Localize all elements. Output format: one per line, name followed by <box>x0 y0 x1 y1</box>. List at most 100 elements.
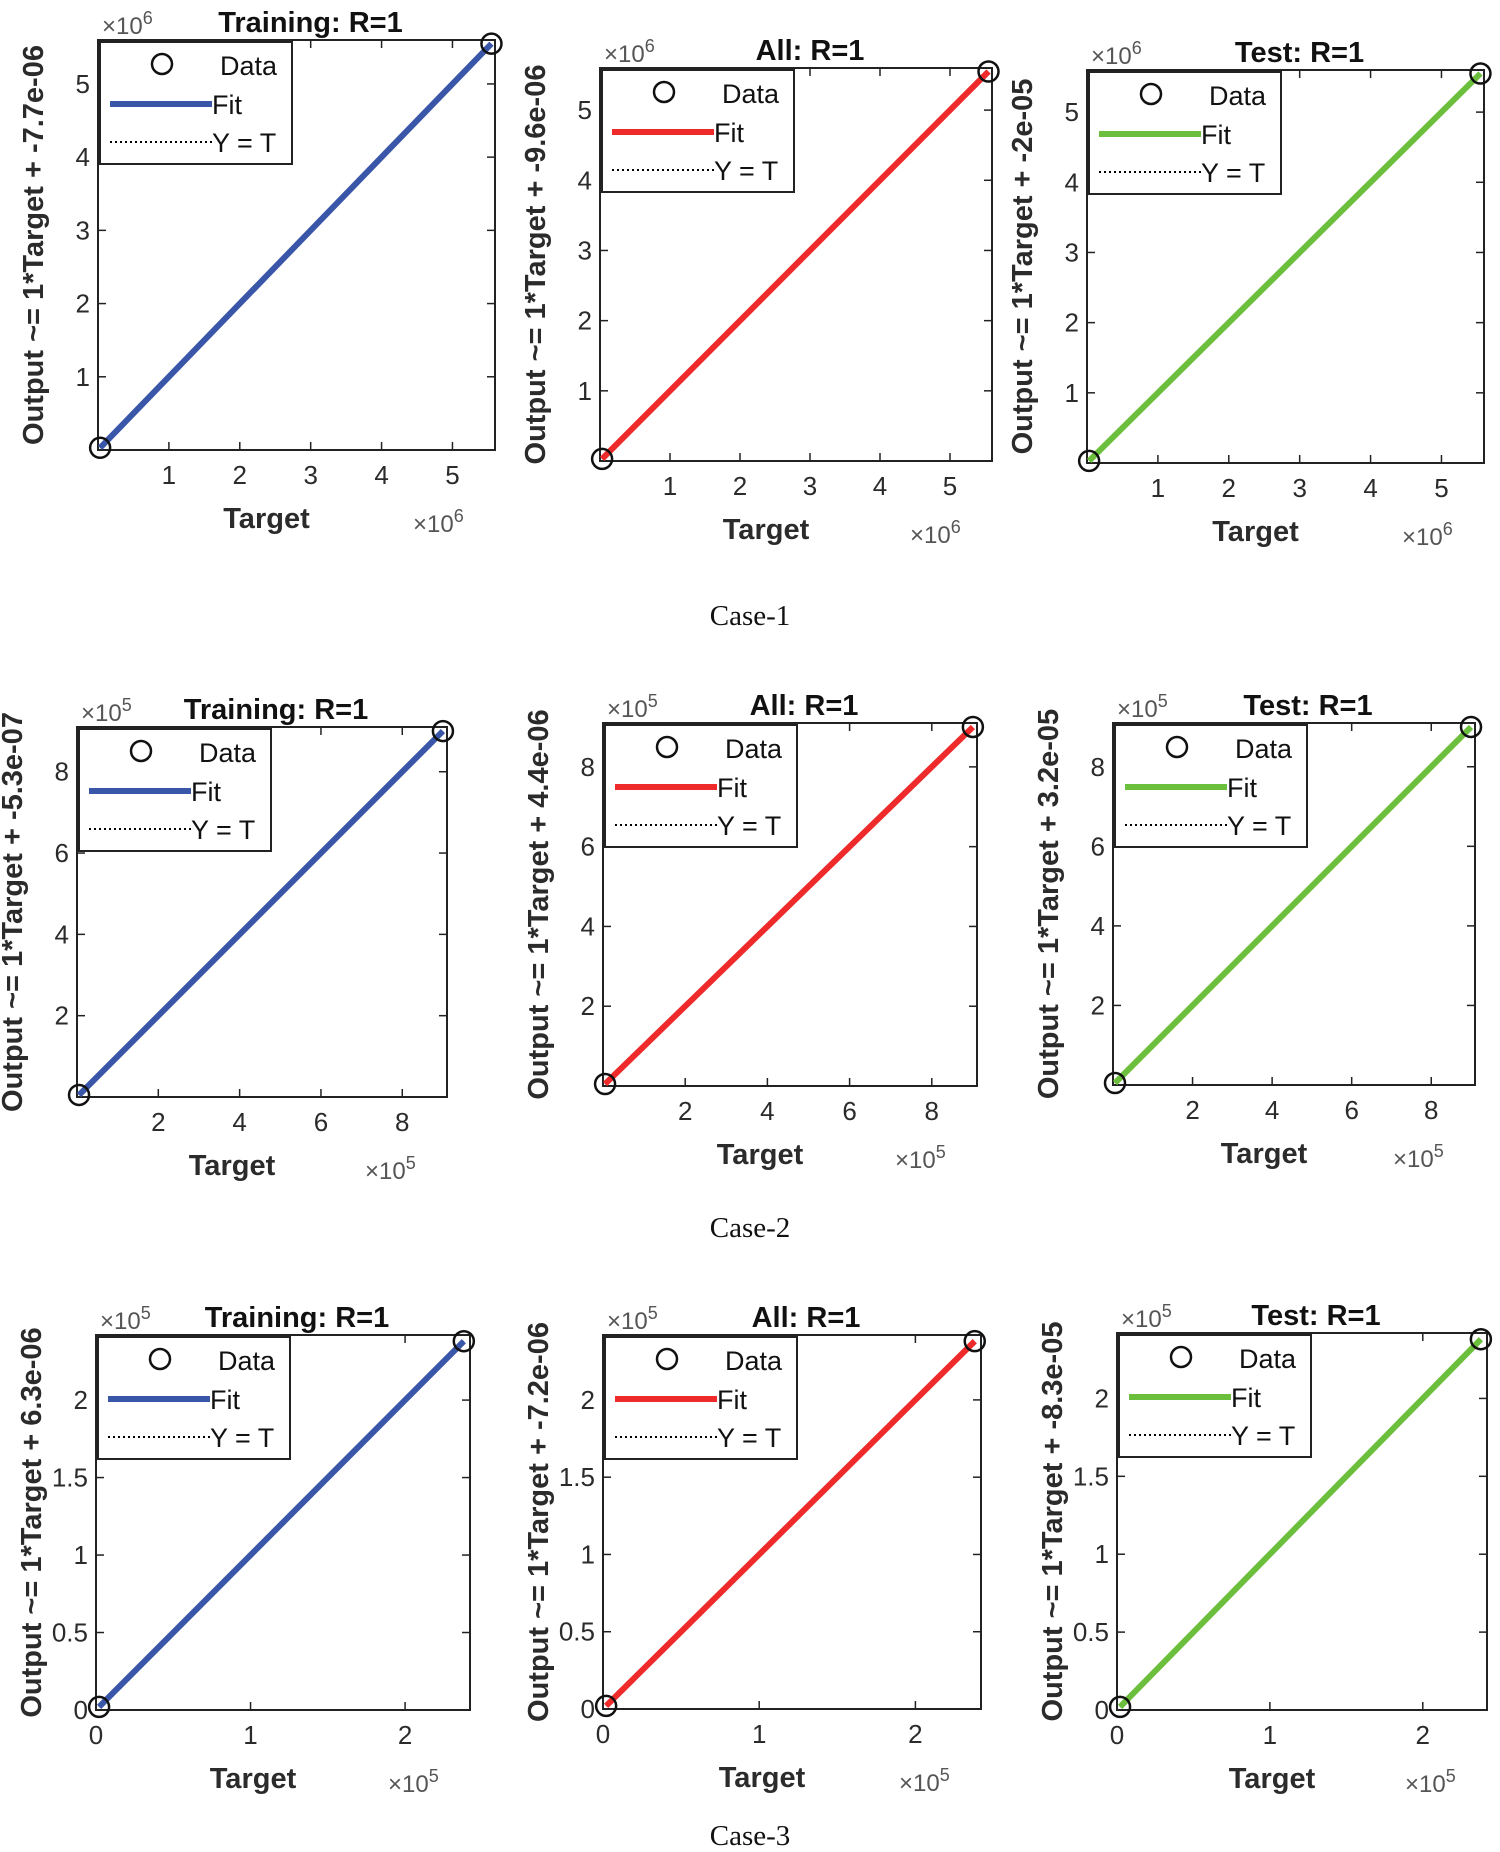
x-axis-label: Target <box>223 503 310 535</box>
legend-label-fit: Fit <box>717 773 747 803</box>
x-tick-label: 1 <box>162 460 176 490</box>
x-tick-label: 2 <box>908 1719 922 1749</box>
y-axis-label: Output ~= 1*Target + -5.3e-07 <box>0 712 29 1112</box>
y-tick-label: 1 <box>74 1540 88 1570</box>
chart-panel-8: 0 1 2 0 0.5 1 1.5 2 ×105 ×105 All: R=1 Target Output… <box>523 1302 987 1797</box>
x-tick-label: 8 <box>395 1107 409 1137</box>
chart-panel-2: 1 2 3 4 5 1 2 3 4 5 ×106 ×106 All: R=1 Target Output ~… <box>520 35 1000 549</box>
legend-label-data: Data <box>220 51 278 81</box>
y-tick-label: 3 <box>76 215 90 245</box>
data-point <box>1459 715 1483 739</box>
legend-label-data: Data <box>1239 1344 1297 1374</box>
legend-data-marker <box>1165 735 1189 759</box>
x-axis-label: Target <box>1212 516 1299 548</box>
fit-line <box>97 41 494 450</box>
x-tick-label: 5 <box>445 460 459 490</box>
x-tick-label: 6 <box>314 1107 328 1137</box>
y-axis-label: Output ~= 1*Target + -9.6e-06 <box>520 65 552 465</box>
legend-label-y-equals-t: Y = T <box>1227 811 1291 841</box>
y-tick-label: 3 <box>1065 237 1079 267</box>
data-point <box>1108 1695 1132 1719</box>
chart-panel-9: 0 1 2 0 0.5 1 1.5 2 ×105 ×105 Test: R=1 Target Outpu… <box>1037 1300 1493 1798</box>
x-axis-multiplier: ×105 <box>895 1142 946 1174</box>
data-point <box>1469 62 1492 85</box>
legend-data-marker <box>148 1347 172 1371</box>
x-tick-label: 1 <box>752 1719 766 1749</box>
y-tick-label: 2 <box>578 306 592 336</box>
y-axis-multiplier: ×105 <box>100 1303 151 1335</box>
y-axis-label: Output ~= 1*Target + -8.3e-05 <box>1037 1322 1069 1722</box>
y-tick-label: 8 <box>1091 752 1105 782</box>
y-axis-multiplier: ×105 <box>607 691 658 723</box>
y-axis-multiplier: ×105 <box>1117 691 1168 723</box>
panels-group: 1 2 3 4 5 1 2 3 4 5 ×106 ×106 Training: R=1 Target Out… <box>0 7 1493 1798</box>
x-tick-label: 1 <box>1151 473 1165 503</box>
y-tick-label: 2 <box>581 1385 595 1415</box>
x-axis-multiplier: ×105 <box>899 1765 950 1797</box>
legend-label-y-equals-t: Y = T <box>717 811 781 841</box>
caption-case-1: Case-1 <box>710 600 791 632</box>
x-tick-label: 2 <box>233 460 247 490</box>
chart-panel-1: 1 2 3 4 5 1 2 3 4 5 ×106 ×106 Training: R=1 Target Out… <box>18 7 503 538</box>
y-tick-label: 5 <box>1065 97 1079 127</box>
y-tick-label: 2 <box>1095 1383 1109 1413</box>
fit-line <box>599 69 991 462</box>
x-tick-label: 6 <box>1344 1095 1358 1125</box>
x-tick-label: 3 <box>303 460 317 490</box>
x-axis-label: Target <box>1221 1138 1308 1170</box>
x-tick-label: 2 <box>151 1107 165 1137</box>
chart-panel-7: 0 1 2 0 0.5 1 1.5 2 ×105 ×105 Training: R=1 Target O… <box>16 1302 476 1798</box>
legend-data-marker <box>655 735 679 759</box>
x-tick-label: 4 <box>232 1107 246 1137</box>
legend-data-marker <box>129 739 153 763</box>
y-tick-label: 2 <box>55 1001 69 1031</box>
legend-label-data: Data <box>199 738 257 768</box>
legend: Data Fit Y = T <box>97 1336 291 1460</box>
y-tick-label: 1 <box>1095 1539 1109 1569</box>
x-tick-label: 0 <box>1110 1720 1124 1750</box>
y-tick-label: 4 <box>55 919 69 949</box>
y-axis-label: Output ~= 1*Target + -2e-05 <box>1007 79 1039 455</box>
x-tick-label: 4 <box>374 460 388 490</box>
legend-data-marker <box>1169 1345 1193 1369</box>
legend-label-y-equals-t: Y = T <box>1231 1421 1295 1451</box>
data-point <box>590 447 614 471</box>
data-point <box>88 436 112 460</box>
legend-label-data: Data <box>725 734 783 764</box>
chart-title: All: R=1 <box>752 1302 861 1334</box>
x-tick-label: 8 <box>1424 1095 1438 1125</box>
legend-data-marker <box>1139 82 1163 106</box>
y-tick-label: 8 <box>55 757 69 787</box>
legend-label-data: Data <box>1235 734 1293 764</box>
x-tick-label: 1 <box>1263 1720 1277 1750</box>
x-axis-multiplier: ×105 <box>388 1766 439 1798</box>
data-point <box>1077 449 1101 473</box>
x-axis-label: Target <box>717 1139 804 1171</box>
data-point <box>87 1695 111 1719</box>
x-tick-label: 3 <box>803 471 817 501</box>
legend-label-y-equals-t: Y = T <box>210 1423 274 1453</box>
chart-title: Training: R=1 <box>218 7 403 39</box>
y-tick-label: 5 <box>76 69 90 99</box>
y-tick-label: 1.5 <box>559 1462 595 1492</box>
legend-label-fit: Fit <box>1231 1383 1261 1413</box>
y-tick-label: 4 <box>1065 167 1079 197</box>
data-point <box>593 1072 617 1096</box>
y-tick-label: 2 <box>1091 990 1105 1020</box>
legend-label-fit: Fit <box>1201 120 1231 150</box>
x-tick-label: 1 <box>243 1720 257 1750</box>
y-tick-label: 0.5 <box>52 1618 88 1648</box>
y-tick-label: 1.5 <box>52 1463 88 1493</box>
y-tick-label: 0.5 <box>559 1617 595 1647</box>
fit-line <box>1112 724 1474 1086</box>
x-tick-label: 5 <box>1434 473 1448 503</box>
x-tick-label: 1 <box>663 471 677 501</box>
data-point <box>1469 1327 1493 1351</box>
x-axis-label: Target <box>210 1763 297 1795</box>
x-tick-label: 2 <box>733 471 747 501</box>
y-tick-label: 2 <box>1065 308 1079 338</box>
legend-label-y-equals-t: Y = T <box>212 128 276 158</box>
x-tick-label: 4 <box>760 1096 774 1126</box>
y-axis-label: Output ~= 1*Target + -7.2e-06 <box>523 1322 555 1722</box>
fit-line <box>604 1339 977 1709</box>
